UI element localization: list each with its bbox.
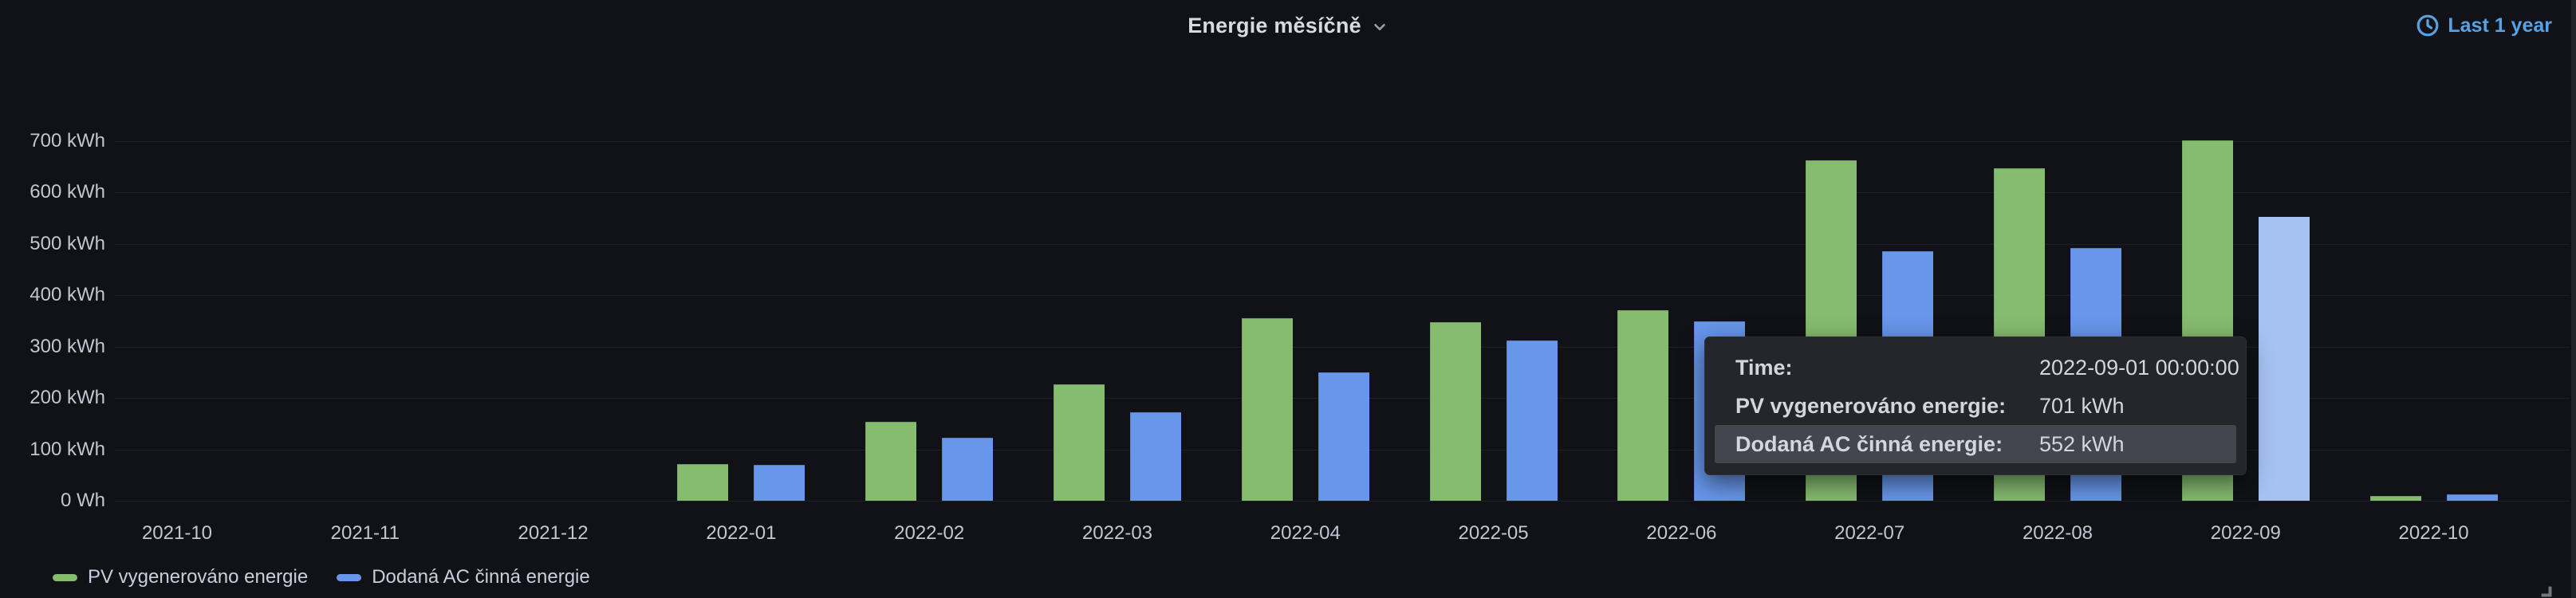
legend-item-ac[interactable]: Dodaná AC činná energie <box>337 566 590 588</box>
y-tick-label: 400 kWh <box>30 284 105 306</box>
panel-title: Energie měsíčně <box>1188 13 1361 37</box>
x-tick-label: 2022-03 <box>1081 522 1153 544</box>
legend: PV vygenerováno energie Dodaná AC činná … <box>53 566 590 588</box>
panel-header: Energie měsíčně <box>0 0 2576 51</box>
x-tick-label: 2022-05 <box>1458 522 1529 544</box>
bar-pv-2022-01[interactable] <box>677 463 729 501</box>
y-tick-label: 200 kWh <box>30 387 105 409</box>
gridline <box>114 346 2570 348</box>
tooltip-value: 701 kWh <box>2039 393 2125 418</box>
bar-pv-2022-05[interactable] <box>1429 322 1481 501</box>
panel-title-menu[interactable]: Energie měsíčně <box>1188 14 1388 38</box>
y-tick-label: 600 kWh <box>30 181 105 203</box>
legend-item-pv[interactable]: PV vygenerováno energie <box>53 566 308 588</box>
time-range-label: Last 1 year <box>2448 14 2552 37</box>
tooltip-label: PV vygenerováno energie: <box>1735 393 2007 418</box>
x-tick-label: 2022-06 <box>1646 522 1717 544</box>
bar-pv-2022-02[interactable] <box>865 421 917 501</box>
legend-label: PV vygenerováno energie <box>88 566 309 588</box>
tooltip-value: 2022-09-01 00:00:00 <box>2039 355 2239 380</box>
legend-swatch-green <box>53 573 77 581</box>
y-tick-label: 300 kWh <box>30 335 105 357</box>
gridline <box>114 192 2570 194</box>
tooltip-row-ac-highlighted: Dodaná AC činná energie: 552 kWh <box>1715 425 2236 463</box>
x-tick-label: 2022-08 <box>2022 522 2093 544</box>
gridline <box>114 295 2570 297</box>
bar-ac-2022-05[interactable] <box>1506 340 1558 501</box>
chevron-down-icon <box>1374 24 1385 30</box>
legend-swatch-blue <box>337 573 362 581</box>
gridline <box>114 501 2570 502</box>
chart-tooltip: Time: 2022-09-01 00:00:00 PV vygenerován… <box>1704 336 2247 475</box>
resize-handle-icon[interactable] <box>2536 581 2552 597</box>
time-range-picker[interactable]: Last 1 year <box>2416 0 2552 51</box>
x-tick-label: 2021-12 <box>518 522 589 544</box>
bar-ac-2022-10[interactable] <box>2446 494 2498 501</box>
bar-pv-2022-04[interactable] <box>1241 318 1293 501</box>
y-tick-label: 700 kWh <box>30 129 105 151</box>
y-tick-label: 0 Wh <box>60 490 105 511</box>
gridline <box>114 243 2570 245</box>
y-tick-label: 500 kWh <box>30 232 105 254</box>
tooltip-row-pv: PV vygenerováno energie: 701 kWh <box>1705 387 2246 425</box>
tooltip-label: Time: <box>1735 355 1793 380</box>
gridline <box>114 140 2570 142</box>
y-tick-label: 100 kWh <box>30 438 105 460</box>
panel-right-edge <box>2571 0 2576 598</box>
bar-ac-2022-09[interactable] <box>2258 217 2310 501</box>
x-tick-label: 2022-04 <box>1270 522 1341 544</box>
x-tick-label: 2021-10 <box>141 522 213 544</box>
bar-ac-2022-04[interactable] <box>1318 372 1369 501</box>
bar-pv-2022-06[interactable] <box>1617 309 1669 501</box>
legend-label: Dodaná AC činná energie <box>372 566 590 588</box>
tooltip-value: 552 kWh <box>2039 431 2125 456</box>
clock-icon <box>2416 14 2439 37</box>
x-tick-label: 2021-11 <box>330 522 400 544</box>
x-tick-label: 2022-02 <box>894 522 965 544</box>
x-tick-label: 2022-09 <box>2210 522 2281 544</box>
x-tick-label: 2022-01 <box>706 522 777 544</box>
x-tick-label: 2022-10 <box>2398 522 2469 544</box>
bar-ac-2022-03[interactable] <box>1130 412 1181 501</box>
bar-pv-2022-03[interactable] <box>1054 384 1105 501</box>
tooltip-row-time: Time: 2022-09-01 00:00:00 <box>1705 348 2246 387</box>
bar-ac-2022-02[interactable] <box>942 438 994 501</box>
bar-ac-2022-01[interactable] <box>754 464 805 501</box>
bar-pv-2022-10[interactable] <box>2369 496 2421 501</box>
x-tick-label: 2022-07 <box>1834 522 1905 544</box>
tooltip-label: Dodaná AC činná energie: <box>1735 431 2003 456</box>
